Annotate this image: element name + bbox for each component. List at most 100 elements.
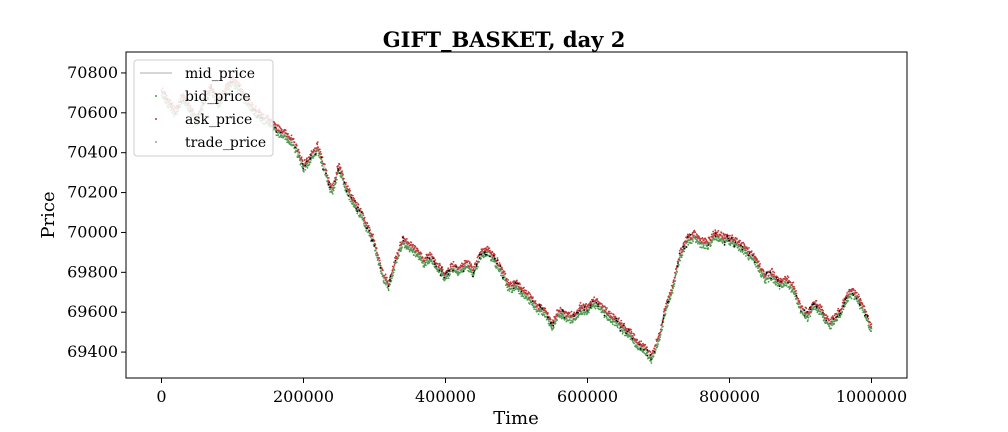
ask-point [711, 235, 714, 238]
ask-point [307, 159, 310, 162]
ask-point [461, 262, 463, 265]
bid-point [547, 318, 549, 321]
bid-point [470, 268, 473, 271]
trade-point [475, 265, 478, 267]
trade-point [373, 245, 376, 247]
bid-point [832, 320, 834, 323]
ask-point [681, 248, 684, 251]
ask-point [441, 268, 444, 271]
trade-point [615, 319, 618, 322]
bid-point [348, 193, 351, 196]
bid-point [587, 308, 589, 311]
bid-point [593, 302, 596, 305]
bid-point [810, 310, 813, 313]
bid-point [831, 324, 833, 327]
ask-point [313, 149, 316, 152]
trade-point [445, 273, 447, 275]
trade-point [643, 349, 645, 351]
bid-point [753, 259, 755, 262]
ask-point [285, 132, 288, 135]
ask-point [459, 266, 461, 269]
ask-point [771, 267, 773, 270]
bid-point [398, 254, 401, 257]
bid-point [332, 189, 335, 192]
ask-point [702, 238, 704, 240]
bid-point [533, 308, 536, 310]
trade-point [769, 271, 772, 274]
bid-point [501, 274, 504, 277]
bid-point [379, 270, 382, 273]
ask-point [428, 253, 430, 256]
ask-point [791, 284, 793, 286]
trade-point [345, 190, 348, 192]
ask-point [694, 231, 697, 234]
ask-point [763, 272, 765, 275]
bid-point [393, 269, 396, 271]
ask-point [349, 189, 351, 192]
ask-point [295, 144, 298, 147]
ask-point [508, 285, 511, 287]
ask-point [733, 238, 736, 241]
ask-point [693, 229, 696, 232]
bid-point [673, 283, 676, 285]
trade-point [304, 164, 307, 167]
ask-point [666, 298, 669, 301]
ask-point [577, 309, 580, 312]
ask-point [278, 129, 280, 132]
ask-point [795, 292, 798, 295]
ask-point [750, 250, 753, 253]
bid-point [401, 246, 403, 249]
ask-point [317, 146, 319, 149]
bid-point [809, 315, 812, 318]
trade-point [800, 310, 802, 312]
ask-point [344, 183, 347, 186]
trade-point [740, 244, 742, 247]
ask-point [858, 295, 860, 298]
ask-point [717, 229, 720, 232]
bid-point [747, 258, 750, 261]
ask-point [603, 305, 606, 308]
ask-point [395, 257, 398, 260]
ask-point [665, 302, 668, 305]
ask-point [661, 323, 663, 325]
bid-point [823, 319, 825, 322]
ask-point [342, 174, 344, 176]
ask-point [619, 321, 621, 324]
ask-point [460, 265, 463, 268]
trade-point [428, 257, 431, 260]
bid-point [650, 362, 653, 364]
trade-point [615, 317, 618, 320]
ask-point [673, 280, 675, 283]
trade-point [339, 172, 341, 175]
trade-point [734, 241, 737, 244]
bid-point [833, 322, 836, 325]
bid-point [309, 161, 312, 164]
ask-point [330, 184, 332, 187]
bid-point [435, 266, 438, 269]
ask-point [772, 270, 774, 273]
bid-point [737, 246, 739, 249]
bid-point [469, 270, 472, 272]
ask-point [815, 300, 818, 302]
ask-point [510, 282, 513, 285]
ask-point [505, 277, 508, 280]
ask-point [573, 312, 576, 315]
trade-point [520, 290, 523, 293]
trade-point [667, 300, 670, 303]
ask-point [559, 306, 562, 309]
ask-point [787, 276, 790, 279]
trade-point [816, 307, 818, 309]
legend-trade-price-label: trade_price [185, 135, 266, 151]
bid-point [449, 270, 452, 273]
bid-point [550, 325, 552, 328]
ask-point [405, 240, 407, 242]
bid-point [547, 322, 550, 325]
ask-point [638, 340, 641, 343]
ask-point [574, 314, 577, 317]
trade-point [646, 349, 649, 351]
ask-point [463, 259, 466, 262]
trade-point [478, 257, 481, 259]
bid-point [325, 176, 328, 178]
trade-point [302, 167, 304, 170]
bid-point [618, 323, 620, 326]
